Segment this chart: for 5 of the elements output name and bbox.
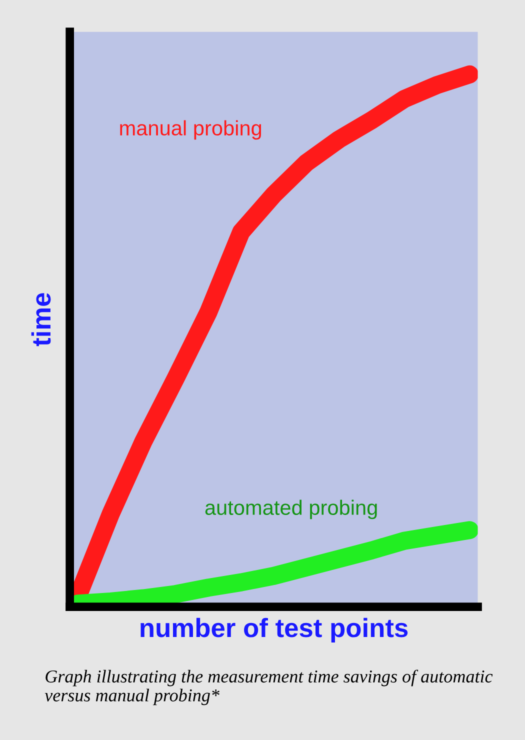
y-axis-title: time (31, 293, 51, 346)
text: Graph illustrating the measurement time savings of automatic versus manual probing* (44, 670, 493, 706)
series-label: automated probing (205, 500, 377, 520)
x-axis-title: number of test points (140, 618, 408, 643)
text: manual probing (120, 120, 262, 140)
